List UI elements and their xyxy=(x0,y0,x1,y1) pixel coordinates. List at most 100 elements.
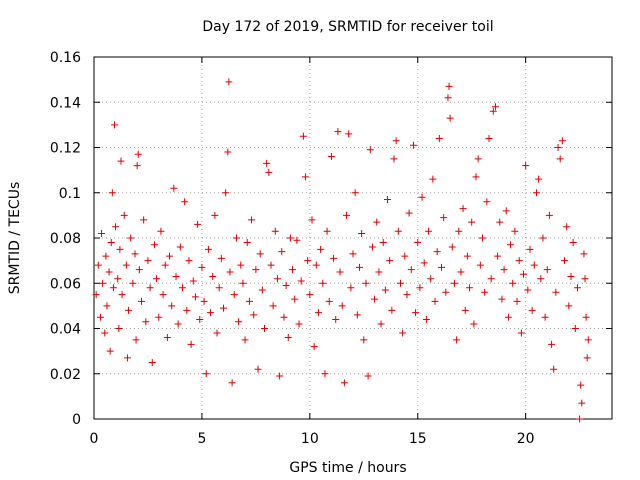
data-point xyxy=(407,266,415,274)
data-point xyxy=(569,239,577,247)
data-point xyxy=(250,311,258,319)
data-point xyxy=(271,227,279,235)
data-point xyxy=(463,252,471,260)
data-point xyxy=(504,313,512,321)
data-point xyxy=(111,121,119,129)
data-point xyxy=(386,257,394,265)
data-point xyxy=(92,291,100,299)
data-point xyxy=(172,272,180,280)
data-point xyxy=(535,175,543,183)
data-point xyxy=(431,297,439,305)
data-point xyxy=(254,365,262,373)
data-point xyxy=(455,227,463,235)
data-point xyxy=(228,379,236,387)
data-point xyxy=(108,189,116,197)
data-point xyxy=(371,295,379,303)
chart-title: Day 172 of 2019, SRMTID for receiver toi… xyxy=(202,19,493,35)
data-point xyxy=(116,245,124,253)
data-point xyxy=(317,245,325,253)
data-point xyxy=(176,243,184,251)
data-point xyxy=(101,329,109,337)
data-point xyxy=(487,275,495,283)
data-point xyxy=(364,372,372,380)
data-point xyxy=(132,336,140,344)
y-axis-label: SRMTID / TECUs xyxy=(7,182,23,295)
data-point xyxy=(286,234,294,242)
data-point xyxy=(174,320,182,328)
data-point xyxy=(396,279,404,287)
data-point xyxy=(185,257,193,265)
data-point xyxy=(500,266,508,274)
data-point xyxy=(515,257,523,265)
x-tick-label: 5 xyxy=(197,431,206,447)
data-point xyxy=(123,354,131,362)
data-point xyxy=(230,291,238,299)
data-point xyxy=(336,268,344,276)
data-point xyxy=(483,198,491,206)
data-point xyxy=(437,263,445,271)
data-point xyxy=(381,286,389,294)
data-point xyxy=(135,266,143,274)
data-point xyxy=(137,297,145,305)
data-point xyxy=(537,275,545,283)
data-point xyxy=(112,223,120,231)
data-point xyxy=(209,272,217,280)
data-point xyxy=(276,372,284,380)
data-point xyxy=(496,218,504,226)
data-point xyxy=(470,320,478,328)
data-point xyxy=(373,218,381,226)
data-point xyxy=(278,248,286,256)
x-tick-label: 0 xyxy=(90,431,99,447)
y-tick-label: 0 xyxy=(72,412,81,428)
data-point xyxy=(159,291,167,299)
data-point xyxy=(304,257,312,265)
data-point xyxy=(433,248,441,256)
data-point xyxy=(207,309,215,317)
data-point xyxy=(263,159,271,167)
data-point xyxy=(140,216,148,224)
data-point xyxy=(435,134,443,142)
data-point xyxy=(133,162,141,170)
data-point xyxy=(153,275,161,283)
data-point xyxy=(349,250,357,258)
data-point xyxy=(583,354,591,362)
data-point xyxy=(117,157,125,165)
data-point xyxy=(248,216,256,224)
data-point xyxy=(125,306,133,314)
data-point xyxy=(494,252,502,260)
data-point xyxy=(526,245,534,253)
data-point xyxy=(491,103,499,111)
data-point xyxy=(459,205,467,213)
grid-lines xyxy=(94,57,612,419)
data-point xyxy=(115,325,123,332)
data-point xyxy=(427,275,435,283)
data-point xyxy=(334,128,342,136)
data-point xyxy=(150,241,158,249)
data-point xyxy=(213,329,221,337)
data-point xyxy=(353,311,361,319)
data-point xyxy=(222,189,230,197)
data-point xyxy=(468,218,476,226)
data-point xyxy=(394,227,402,235)
data-point xyxy=(237,261,245,269)
data-point xyxy=(502,207,510,215)
data-point xyxy=(343,211,351,219)
data-point xyxy=(245,297,253,305)
data-point xyxy=(239,279,247,287)
data-point xyxy=(291,295,299,303)
data-point xyxy=(571,325,579,332)
data-point xyxy=(321,370,329,378)
data-point xyxy=(565,302,573,310)
data-point xyxy=(474,155,482,163)
data-point xyxy=(485,134,493,142)
data-point xyxy=(107,239,115,247)
data-point xyxy=(440,214,448,222)
data-point xyxy=(293,236,301,244)
y-tick-label: 0.04 xyxy=(50,322,81,338)
data-point xyxy=(94,261,102,269)
data-point xyxy=(327,153,335,161)
data-point xyxy=(96,313,104,321)
data-point xyxy=(319,279,327,287)
data-point xyxy=(323,227,331,235)
data-point xyxy=(418,193,426,201)
